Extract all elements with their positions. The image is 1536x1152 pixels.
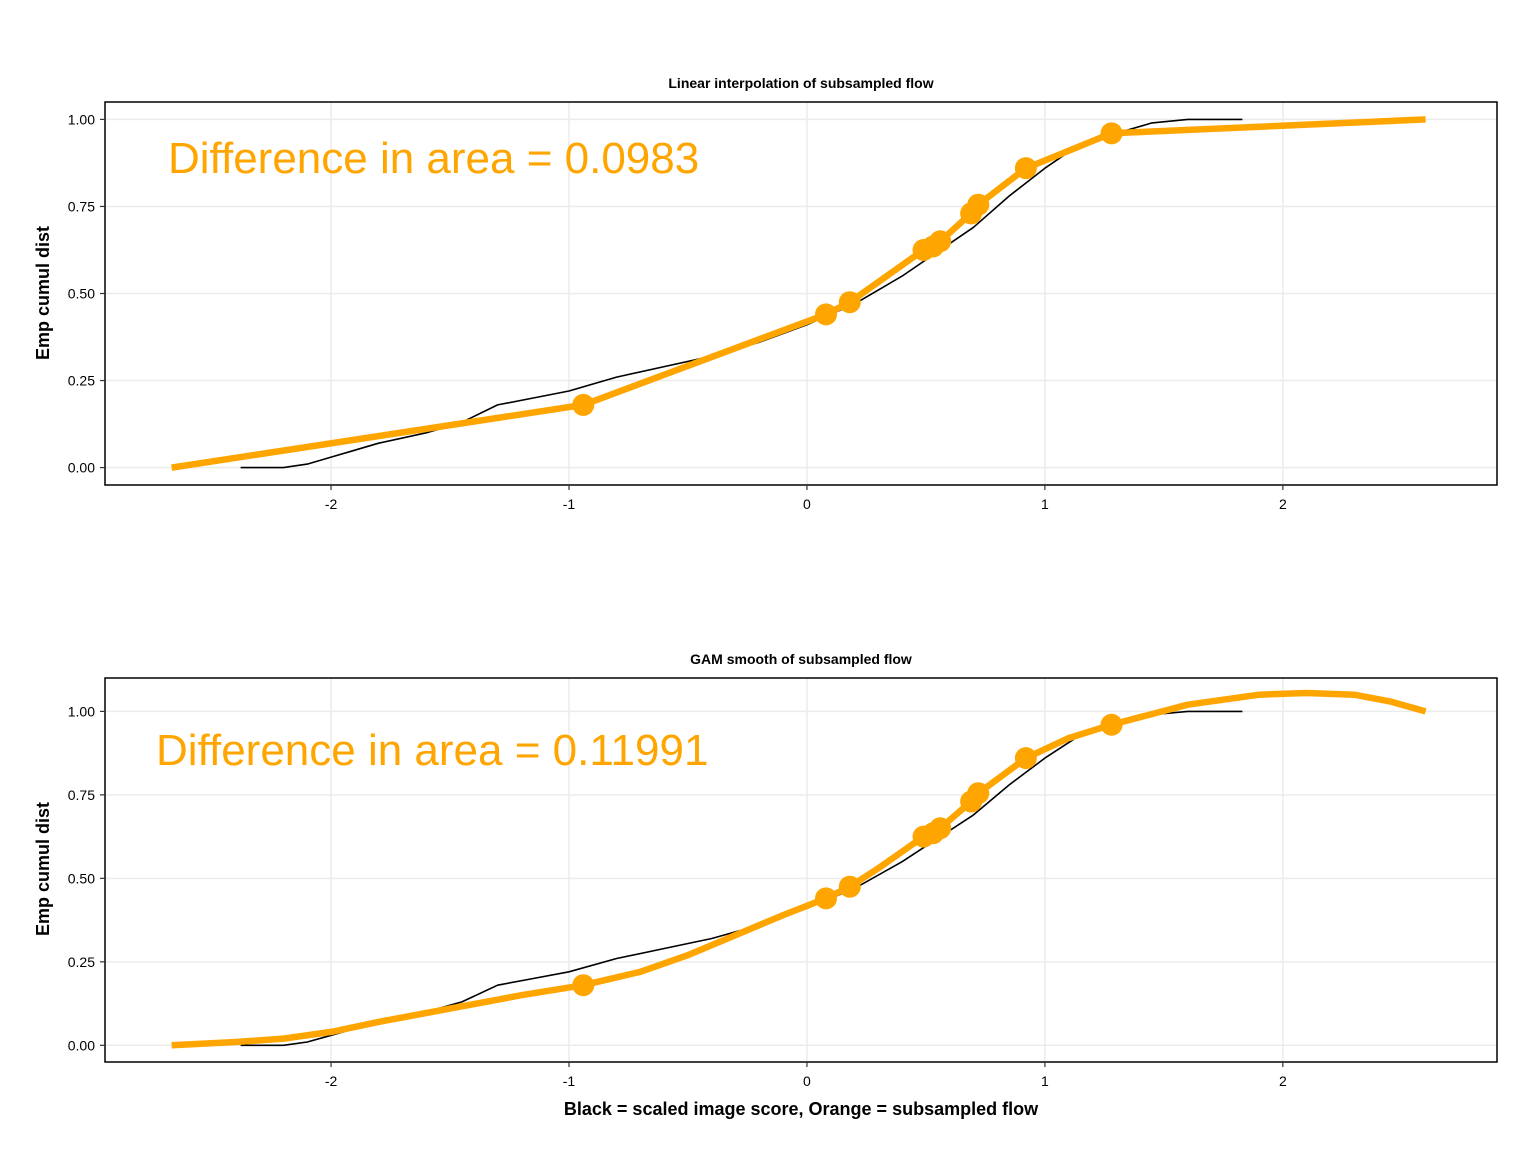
data-point (838, 291, 861, 314)
x-tick-label: -1 (563, 496, 576, 512)
y-tick-label: 0.00 (68, 1037, 95, 1053)
x-tick-label: 2 (1279, 496, 1287, 512)
data-point (1100, 122, 1123, 145)
plot-border (104, 677, 1498, 1063)
chart-title: GAM smooth of subsampled flow (690, 651, 912, 667)
panel-linear-interpolation: -2 -1 0 1 2 0.00 0.25 0.50 0.75 1.00 Linear interp… (33, 75, 1498, 512)
data-point (967, 782, 990, 805)
x-tick-label: 0 (803, 1073, 811, 1089)
x-tick-label: -2 (325, 1073, 338, 1089)
x-tick-label: 0 (803, 496, 811, 512)
area-difference-annotation: Difference in area = 0.0983 (168, 134, 699, 183)
chart-title: Linear interpolation of subsampled flow (668, 75, 933, 91)
area-difference-annotation: Difference in area = 0.11991 (156, 726, 708, 775)
y-axis-label: Emp cumul dist (33, 802, 53, 936)
data-point (1014, 157, 1037, 180)
data-point (572, 393, 595, 416)
y-tick-label: 0.50 (68, 870, 95, 886)
x-tick-label: -2 (325, 496, 338, 512)
y-tick-label: 0.25 (68, 954, 95, 970)
data-point (967, 193, 990, 216)
data-point (814, 303, 837, 326)
data-point (929, 230, 952, 253)
y-tick-label: 1.00 (68, 111, 95, 127)
x-tick-label: -1 (563, 1073, 576, 1089)
x-tick-label: 2 (1279, 1073, 1287, 1089)
data-point (929, 817, 952, 840)
data-point (1100, 713, 1123, 736)
y-tick-label: 0.50 (68, 286, 95, 302)
y-axis-label: Emp cumul dist (33, 226, 53, 360)
x-axis-label: Black = scaled image score, Orange = sub… (564, 1099, 1039, 1119)
y-tick-label: 0.75 (68, 787, 95, 803)
series-line-subsampled-flow (171, 689, 1427, 1049)
data-point (572, 974, 595, 997)
panel-gam-smooth: -2 -1 0 1 2 0.00 0.25 0.50 0.75 1.00 GAM smooth of… (33, 651, 1498, 1089)
y-tick-label: 1.00 (68, 703, 95, 719)
y-tick-label: 0.25 (68, 373, 95, 389)
y-tick-label: 0.75 (68, 198, 95, 214)
plot-background (105, 678, 1497, 1062)
x-tick-label: 1 (1041, 1073, 1049, 1089)
data-point (838, 875, 861, 898)
data-point (814, 887, 837, 910)
x-tick-label: 1 (1041, 496, 1049, 512)
y-tick-label: 0.00 (68, 460, 95, 476)
data-point (1014, 747, 1037, 770)
